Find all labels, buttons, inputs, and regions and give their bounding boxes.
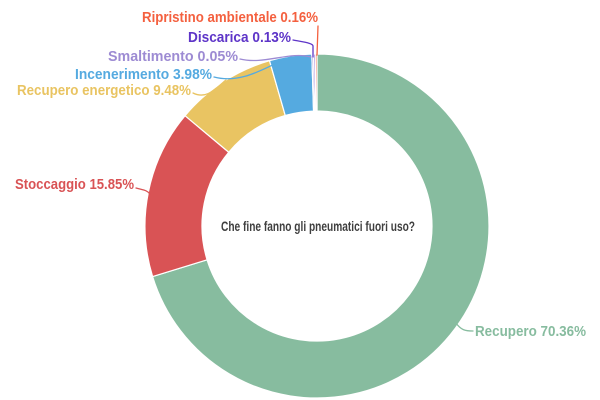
slice-recupero[interactable] <box>151 53 490 399</box>
slice-label-incenerimento: Incenerimento 3.98% <box>75 66 212 83</box>
leader-line-incenerimento <box>213 56 292 80</box>
leader-line-recupero <box>455 322 474 332</box>
donut-slices <box>144 53 490 399</box>
slice-labels: Ripristino ambientale 0.16% Discarica 0.… <box>15 9 586 340</box>
slice-label-recupero-energetico: Recupero energetico 9.48% <box>17 82 191 99</box>
slice-ripristino-ambientale[interactable] <box>314 53 318 112</box>
slice-label-discarica: Discarica 0.13% <box>188 29 291 46</box>
slice-label-ripristino-ambientale: Ripristino ambientale 0.16% <box>142 9 318 26</box>
leader-line-smaltimento <box>239 54 312 62</box>
donut-center-text: Che fine fanno gli pneumatici fuori uso? <box>221 218 415 234</box>
leader-lines <box>135 25 474 332</box>
leader-line-recupero-energetico <box>192 79 227 96</box>
slice-label-stoccaggio: Stoccaggio 15.85% <box>15 176 134 193</box>
leader-line-stoccaggio <box>135 187 151 195</box>
leader-line-discarica <box>292 39 314 58</box>
leader-line-ripristino <box>316 25 319 56</box>
slice-label-recupero: Recupero 70.36% <box>475 323 586 340</box>
slice-label-smaltimento: Smaltimento 0.05% <box>108 48 238 65</box>
